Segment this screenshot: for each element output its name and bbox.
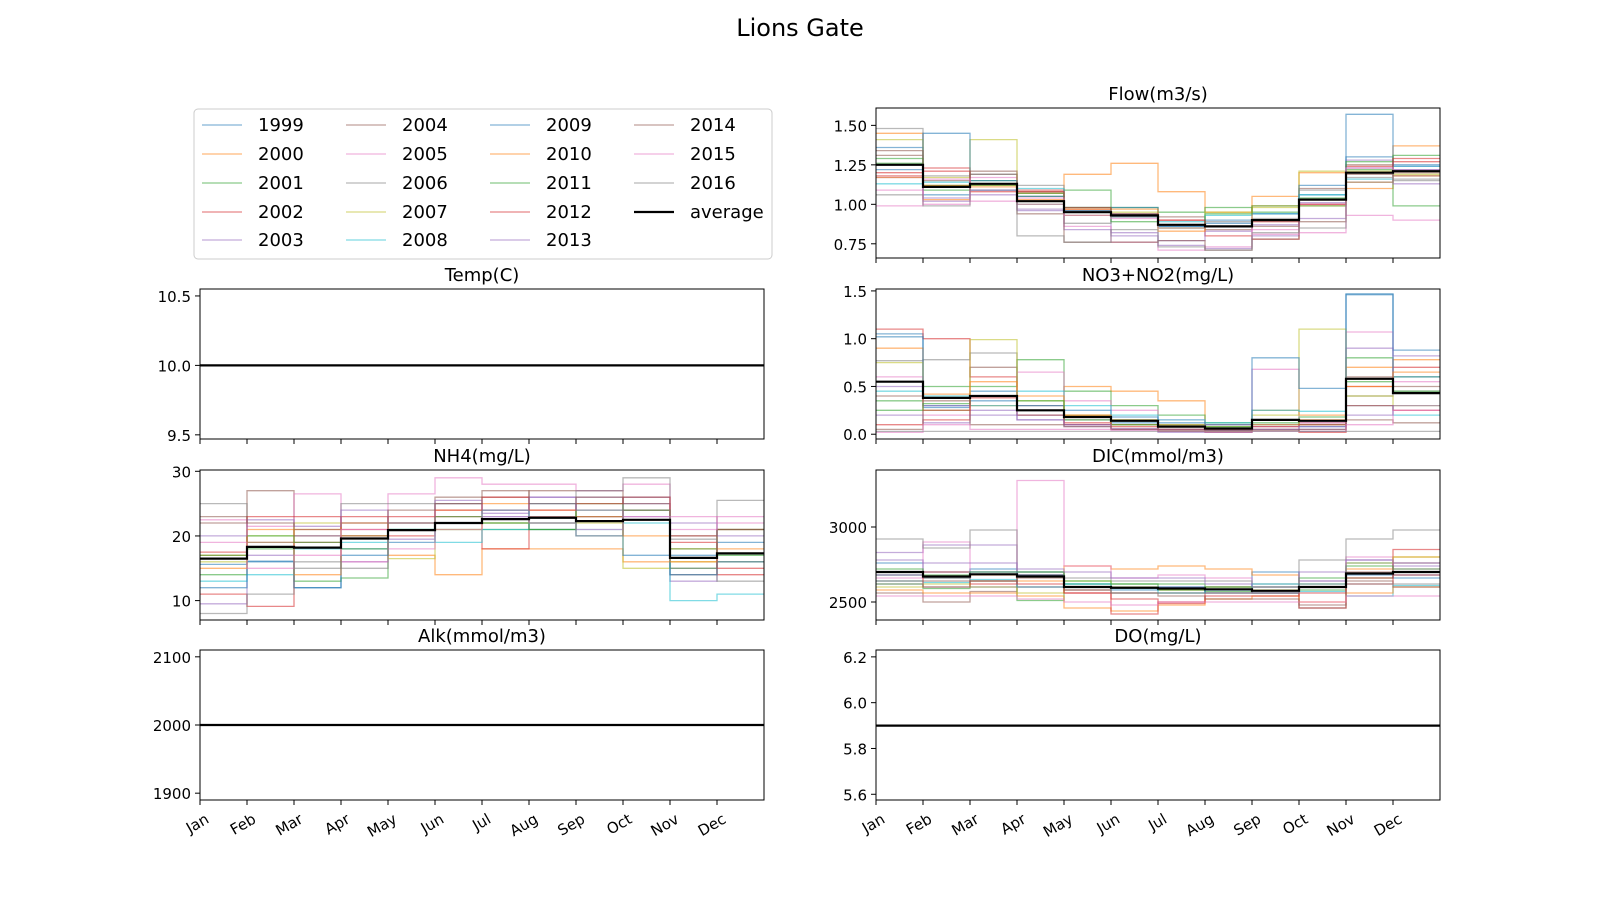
ytick-label-nh4-2: 30 <box>172 463 191 481</box>
legend-label-1: 2000 <box>258 144 304 165</box>
series-group-no3 <box>876 293 1440 433</box>
ytick-label-do-1: 5.8 <box>843 740 867 758</box>
legend-label-13: 2012 <box>546 202 592 223</box>
average-line-no3 <box>876 377 1440 430</box>
ytick-label-no3-3: 1.5 <box>843 283 867 301</box>
ytick-label-flow-0: 0.75 <box>834 236 867 254</box>
panel-dic: DIC(mmol/m3) 2500 3000 <box>829 446 1441 625</box>
legend-label-14: 2013 <box>546 230 592 251</box>
legend-label-16: 2015 <box>690 144 736 165</box>
ytick-label-do-3: 6.2 <box>843 649 867 667</box>
ytick-label-no3-2: 1.0 <box>843 331 867 349</box>
series-line-dic-15 <box>876 577 1440 606</box>
panel-title-alk: Alk(mmol/m3) <box>418 626 546 647</box>
series-group-flow <box>876 113 1440 251</box>
legend-label-6: 2005 <box>402 144 448 165</box>
legend-label-15: 2014 <box>690 115 736 136</box>
ytick-label-temp-1: 10.0 <box>158 357 191 375</box>
ytick-label-alk-2: 2100 <box>153 649 191 667</box>
series-line-dic-16 <box>876 595 1440 606</box>
legend-label-12: 2011 <box>546 173 592 194</box>
legend-label-4: 2003 <box>258 230 304 251</box>
ytick-label-nh4-1: 20 <box>172 528 191 546</box>
panels: Temp(C) 9.5 10.0 10.5 Flow(m3/s) 0.75 1.00 1.25… <box>153 84 1441 841</box>
panel-title-dic: DIC(mmol/m3) <box>1092 446 1224 467</box>
legend-label-11: 2010 <box>546 144 592 165</box>
legend-label-3: 2002 <box>258 202 304 223</box>
legend-box <box>193 108 773 260</box>
ytick-label-do-2: 6.0 <box>843 695 867 713</box>
figure-title: Lions Gate <box>736 14 864 42</box>
legend-label-5: 2004 <box>402 115 448 136</box>
series-line-no3-15 <box>876 409 1440 432</box>
ytick-label-dic-1: 3000 <box>829 519 867 537</box>
legend-label-17: 2016 <box>690 173 736 194</box>
panel-title-flow: Flow(m3/s) <box>1108 84 1208 105</box>
panel-title-temp: Temp(C) <box>444 265 520 286</box>
ytick-label-flow-1: 1.00 <box>834 196 867 214</box>
legend-label-2: 2001 <box>258 173 304 194</box>
ytick-label-no3-0: 0.0 <box>843 426 867 444</box>
panel-title-do: DO(mg/L) <box>1114 626 1201 647</box>
average-line-flow <box>876 163 1440 228</box>
series-group-dic <box>876 479 1440 615</box>
legend-label-18: average <box>690 202 764 223</box>
ytick-label-flow-2: 1.25 <box>834 157 867 175</box>
ytick-label-nh4-0: 10 <box>172 593 191 611</box>
series-line-dic-14 <box>876 559 1440 588</box>
ytick-label-do-0: 5.6 <box>843 786 867 804</box>
legend-label-7: 2006 <box>402 173 448 194</box>
series-line-dic-7 <box>876 529 1440 585</box>
legend: 1999 2000 2001 2002 2003 2004 2005 2006 2007 2008… <box>193 108 773 260</box>
panel-nh4: NH4(mg/L) 10 20 30 <box>172 446 765 625</box>
legend-label-8: 2007 <box>402 202 448 223</box>
ytick-label-no3-1: 0.5 <box>843 378 867 396</box>
series-line-no3-16 <box>876 409 1440 433</box>
ytick-label-alk-1: 2000 <box>153 717 191 735</box>
panel-title-nh4: NH4(mg/L) <box>433 446 531 467</box>
legend-label-0: 1999 <box>258 115 304 136</box>
panel-no3: NO3+NO2(mg/L) 0.0 0.5 1.0 1.5 <box>843 265 1441 444</box>
average-line-nh4 <box>200 516 764 560</box>
panel-temp: Temp(C) 9.5 10.0 10.5 <box>158 265 765 445</box>
legend-label-9: 2008 <box>402 230 448 251</box>
panel-title-no3: NO3+NO2(mg/L) <box>1082 265 1234 286</box>
legend-label-10: 2009 <box>546 115 592 136</box>
panel-flow: Flow(m3/s) 0.75 1.00 1.25 1.50 <box>834 84 1441 263</box>
ytick-label-dic-0: 2500 <box>829 594 867 612</box>
series-group-nh4 <box>200 477 764 615</box>
ytick-label-temp-0: 9.5 <box>167 427 191 445</box>
ytick-label-temp-2: 10.5 <box>158 288 191 306</box>
ytick-label-flow-3: 1.50 <box>834 117 867 135</box>
ytick-label-alk-0: 1900 <box>153 785 191 803</box>
average-line-dic <box>876 570 1440 592</box>
